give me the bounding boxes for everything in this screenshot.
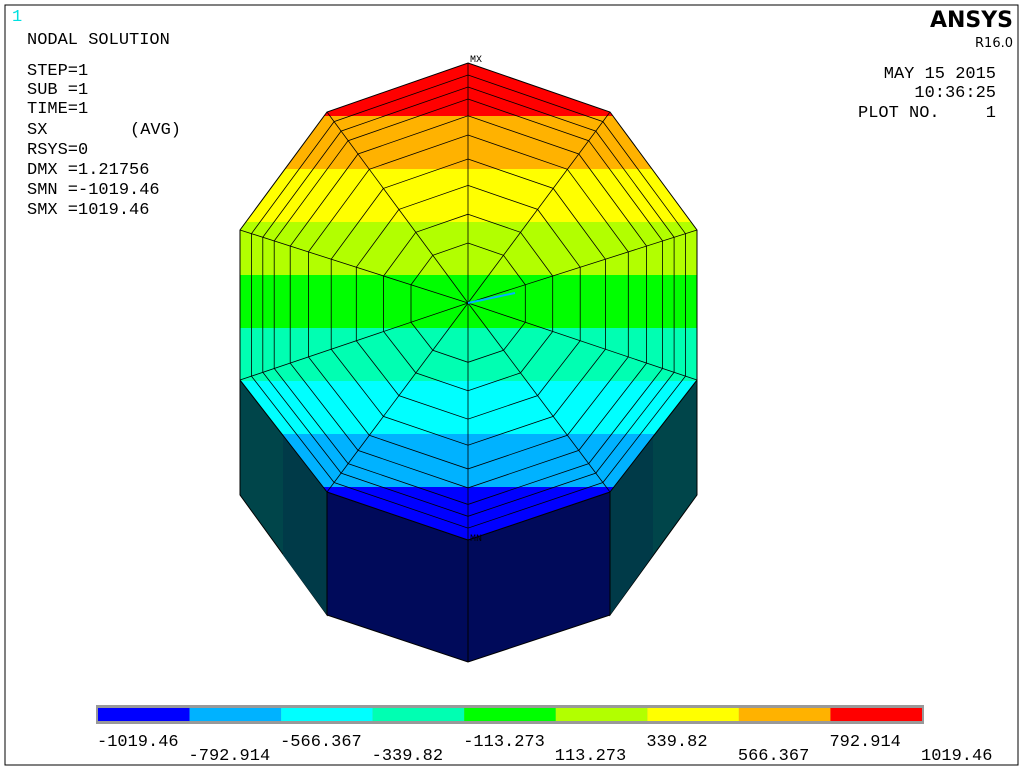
legend-label: 566.367 xyxy=(738,747,809,766)
mesh-spoke xyxy=(326,111,469,304)
legend-swatch xyxy=(830,708,922,721)
legend-swatch xyxy=(464,708,556,721)
info-stat: SMX =1019.46 xyxy=(27,201,149,220)
side-face-shade xyxy=(610,436,653,615)
legend-label: -113.273 xyxy=(463,733,545,752)
contour-band xyxy=(240,328,697,382)
legend-swatch xyxy=(647,708,739,721)
legend-label: 1019.46 xyxy=(921,747,992,766)
mesh-spoke xyxy=(467,302,611,493)
side-face-shade xyxy=(283,436,327,615)
mesh-spoke xyxy=(239,302,469,381)
mesh-spoke xyxy=(239,229,469,304)
triad-axis xyxy=(467,292,516,304)
brand: ANSYS xyxy=(930,8,1013,33)
plot-type: NODAL SOLUTION xyxy=(27,31,170,50)
mesh-spoke xyxy=(326,302,469,493)
date: MAY 15 2015 xyxy=(884,65,996,84)
legend-swatch xyxy=(372,708,465,721)
info-stat: SMN =-1019.46 xyxy=(27,181,160,200)
info-line: SUB =1 xyxy=(27,81,88,100)
result-name: SX xyxy=(27,121,47,140)
info-stat: RSYS=0 xyxy=(27,141,88,160)
legend-label: 113.273 xyxy=(555,747,626,766)
legend-swatch xyxy=(555,708,648,721)
mesh-spoke xyxy=(467,302,698,381)
legend-label: -792.914 xyxy=(189,747,271,766)
legend-swatch xyxy=(738,708,831,721)
contour-band xyxy=(240,381,697,435)
legend-label: 339.82 xyxy=(646,733,707,752)
mesh-spoke xyxy=(467,111,611,304)
max-marker: MX xyxy=(470,55,482,66)
contour-band xyxy=(240,222,697,276)
outline xyxy=(239,62,698,541)
info-line: STEP=1 xyxy=(27,62,88,81)
mesh xyxy=(239,63,698,540)
mesh-spoke xyxy=(467,229,698,304)
time: 10:36:25 xyxy=(914,84,996,103)
legend-label: -339.82 xyxy=(372,747,443,766)
version: R16.0 xyxy=(975,36,1013,51)
legend-label: -566.367 xyxy=(280,733,362,752)
plot-number: 1 xyxy=(986,104,996,123)
plot-label: PLOT NO. xyxy=(858,104,940,123)
legend-swatch xyxy=(189,708,282,721)
legend-swatch xyxy=(98,708,190,721)
info-line: TIME=1 xyxy=(27,100,88,119)
window-number: 1 xyxy=(12,8,22,27)
contour-band xyxy=(240,169,697,223)
info-stat: DMX =1.21756 xyxy=(27,161,149,180)
legend-label: 792.914 xyxy=(829,733,900,752)
legend-label: -1019.46 xyxy=(97,733,179,752)
min-marker: MN xyxy=(470,534,482,545)
legend-swatch xyxy=(281,708,373,721)
legend: -1019.46 -792.914 -566.367 -339.82 -113.273 1… xyxy=(96,705,992,766)
result-avg: (AVG) xyxy=(130,121,181,140)
